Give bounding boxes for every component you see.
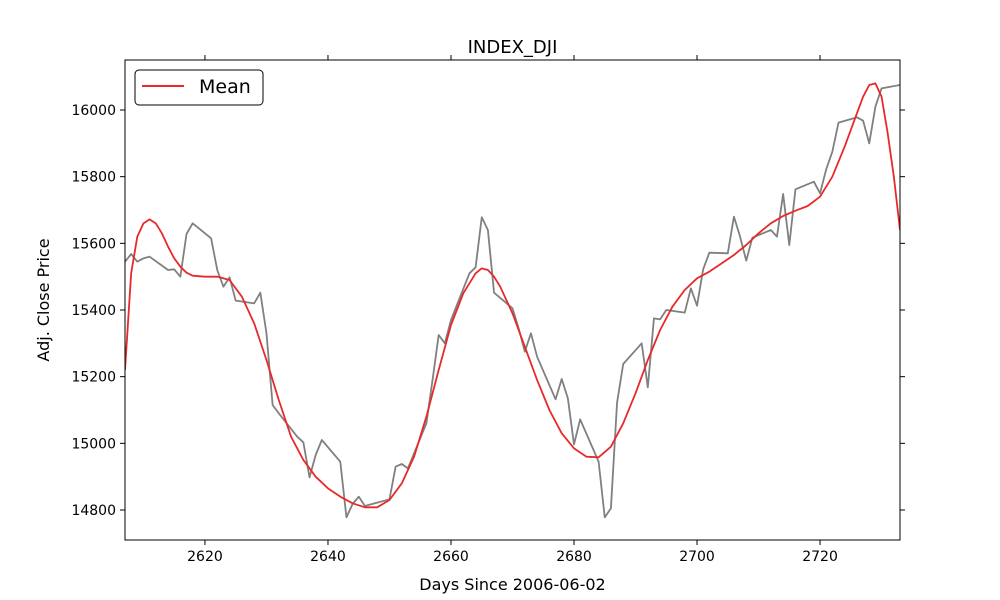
x-tick-label: 2640 bbox=[310, 549, 346, 565]
chart-title: INDEX_DJI bbox=[468, 37, 558, 58]
legend-box bbox=[134, 69, 264, 106]
x-tick-label: 2720 bbox=[802, 549, 838, 565]
y-tick-label: 16000 bbox=[71, 103, 116, 119]
y-tick-label: 15000 bbox=[71, 436, 116, 452]
y-tick-label: 14800 bbox=[71, 503, 116, 519]
raw-price-series bbox=[125, 84, 900, 519]
x-tick-label: 2680 bbox=[556, 549, 592, 565]
mean-line bbox=[125, 82, 900, 509]
legend: Mean bbox=[134, 69, 264, 106]
raw-price-line bbox=[125, 84, 900, 519]
plot-area bbox=[125, 82, 900, 519]
y-tick-label: 15600 bbox=[71, 236, 116, 252]
x-axis-ticks: 2620 2640 2660 2680 2700 2720 bbox=[187, 55, 838, 565]
y-tick-label: 15800 bbox=[71, 170, 116, 186]
mean-series bbox=[125, 82, 900, 509]
x-tick-label: 2700 bbox=[679, 549, 715, 565]
y-tick-label: 15200 bbox=[71, 370, 116, 386]
legend-mean-label: Mean bbox=[199, 76, 251, 98]
y-tick-label: 15400 bbox=[71, 303, 116, 319]
axes-frame bbox=[124, 59, 901, 541]
y-axis-label: Adj. Close Price bbox=[34, 238, 53, 361]
x-tick-label: 2660 bbox=[433, 549, 469, 565]
y-axis-ticks: 14800 15000 15200 15400 15600 15800 16000 bbox=[71, 103, 905, 519]
x-axis-label: Days Since 2006-06-02 bbox=[419, 575, 605, 594]
x-tick-label: 2620 bbox=[187, 549, 223, 565]
